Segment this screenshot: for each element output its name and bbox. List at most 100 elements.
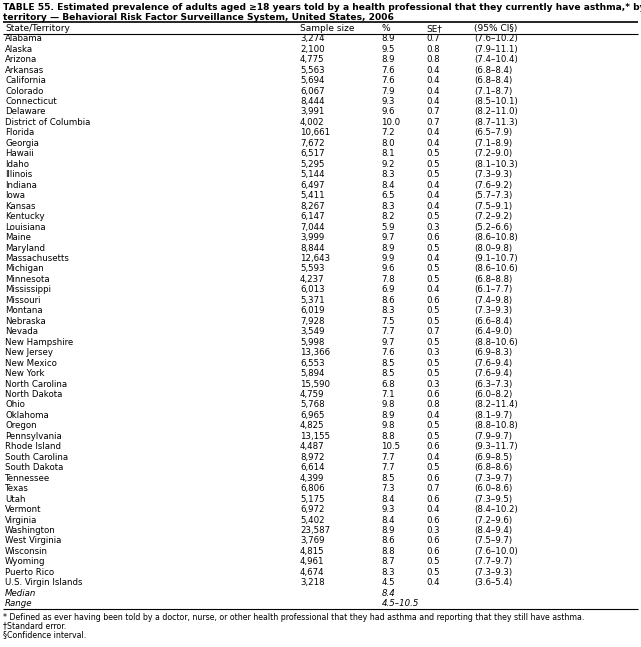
Text: 0.6: 0.6 (426, 516, 440, 525)
Text: 4.5: 4.5 (381, 578, 395, 587)
Text: 9.9: 9.9 (381, 254, 395, 263)
Text: New Mexico: New Mexico (5, 358, 57, 367)
Text: South Dakota: South Dakota (5, 463, 63, 472)
Text: (8.1–10.3): (8.1–10.3) (474, 160, 518, 169)
Text: TABLE 55. Estimated prevalence of adults aged ≥18 years told by a health profess: TABLE 55. Estimated prevalence of adults… (3, 3, 641, 12)
Text: (7.1–8.9): (7.1–8.9) (474, 139, 512, 148)
Text: 0.4: 0.4 (426, 411, 440, 420)
Text: Nebraska: Nebraska (5, 317, 46, 325)
Text: 0.5: 0.5 (426, 568, 440, 577)
Text: 0.5: 0.5 (426, 432, 440, 441)
Text: 5,768: 5,768 (300, 400, 324, 410)
Text: 5,998: 5,998 (300, 338, 324, 347)
Text: 6,019: 6,019 (300, 306, 324, 315)
Text: Utah: Utah (5, 495, 26, 503)
Text: 6,147: 6,147 (300, 212, 324, 221)
Text: (7.9–11.1): (7.9–11.1) (474, 45, 518, 54)
Text: Vermont: Vermont (5, 505, 42, 514)
Text: (7.6–10.0): (7.6–10.0) (474, 547, 518, 556)
Text: (8.4–9.4): (8.4–9.4) (474, 526, 512, 535)
Text: Missouri: Missouri (5, 296, 40, 305)
Text: 2,100: 2,100 (300, 45, 324, 54)
Text: * Defined as ever having been told by a doctor, nurse, or other health professio: * Defined as ever having been told by a … (3, 613, 585, 622)
Text: (7.6–9.4): (7.6–9.4) (474, 358, 512, 367)
Text: U.S. Virgin Islands: U.S. Virgin Islands (5, 578, 83, 587)
Text: 7.6: 7.6 (381, 76, 395, 85)
Text: 6,013: 6,013 (300, 285, 324, 294)
Text: 6,614: 6,614 (300, 463, 324, 472)
Text: (7.2–9.0): (7.2–9.0) (474, 149, 512, 159)
Text: Minnesota: Minnesota (5, 275, 50, 284)
Text: (6.8–8.8): (6.8–8.8) (474, 275, 513, 284)
Text: 0.3: 0.3 (426, 223, 440, 232)
Text: 0.4: 0.4 (426, 128, 440, 137)
Text: State/Territory: State/Territory (5, 24, 70, 33)
Text: 0.4: 0.4 (426, 97, 440, 106)
Text: 7.3: 7.3 (381, 484, 395, 493)
Text: 7.6: 7.6 (381, 65, 395, 74)
Text: Tennessee: Tennessee (5, 474, 51, 483)
Text: Arkansas: Arkansas (5, 65, 44, 74)
Text: Washington: Washington (5, 526, 56, 535)
Text: 3,274: 3,274 (300, 34, 324, 43)
Text: (8.6–10.8): (8.6–10.8) (474, 233, 518, 242)
Text: (8.1–9.7): (8.1–9.7) (474, 411, 512, 420)
Text: 5.9: 5.9 (381, 223, 395, 232)
Text: (8.7–11.3): (8.7–11.3) (474, 118, 518, 127)
Text: 8.4: 8.4 (381, 495, 395, 503)
Text: 6,517: 6,517 (300, 149, 324, 159)
Text: Rhode Island: Rhode Island (5, 443, 61, 452)
Text: (6.9–8.3): (6.9–8.3) (474, 348, 512, 357)
Text: 12,643: 12,643 (300, 254, 330, 263)
Text: 0.5: 0.5 (426, 243, 440, 252)
Text: 0.4: 0.4 (426, 578, 440, 587)
Text: 9.8: 9.8 (381, 421, 395, 430)
Text: 0.5: 0.5 (426, 317, 440, 325)
Text: 0.4: 0.4 (426, 191, 440, 200)
Text: 3,999: 3,999 (300, 233, 324, 242)
Text: 7.2: 7.2 (381, 128, 395, 137)
Text: (7.3–9.3): (7.3–9.3) (474, 568, 512, 577)
Text: 8.9: 8.9 (381, 243, 395, 252)
Text: 7,928: 7,928 (300, 317, 324, 325)
Text: (8.8–10.6): (8.8–10.6) (474, 338, 518, 347)
Text: 5,894: 5,894 (300, 369, 324, 378)
Text: 4,775: 4,775 (300, 55, 324, 64)
Text: 7.7: 7.7 (381, 327, 395, 336)
Text: §Confidence interval.: §Confidence interval. (3, 630, 87, 639)
Text: 6,497: 6,497 (300, 181, 324, 190)
Text: 0.4: 0.4 (426, 453, 440, 462)
Text: 6,806: 6,806 (300, 484, 324, 493)
Text: 0.6: 0.6 (426, 233, 440, 242)
Text: Nevada: Nevada (5, 327, 38, 336)
Text: Mississippi: Mississippi (5, 285, 51, 294)
Text: 0.5: 0.5 (426, 463, 440, 472)
Text: (7.9–9.7): (7.9–9.7) (474, 432, 512, 441)
Text: 0.4: 0.4 (426, 139, 440, 148)
Text: 9.6: 9.6 (381, 107, 395, 116)
Text: 0.7: 0.7 (426, 107, 440, 116)
Text: Iowa: Iowa (5, 191, 25, 200)
Text: (7.3–9.3): (7.3–9.3) (474, 306, 512, 315)
Text: 13,155: 13,155 (300, 432, 330, 441)
Text: (6.8–8.4): (6.8–8.4) (474, 76, 513, 85)
Text: 0.8: 0.8 (426, 45, 440, 54)
Text: 0.6: 0.6 (426, 536, 440, 545)
Text: %: % (381, 24, 390, 33)
Text: (9.1–10.7): (9.1–10.7) (474, 254, 518, 263)
Text: Texas: Texas (5, 484, 29, 493)
Text: 0.7: 0.7 (426, 118, 440, 127)
Text: 5,402: 5,402 (300, 516, 324, 525)
Text: 8.5: 8.5 (381, 474, 395, 483)
Text: 10.0: 10.0 (381, 118, 401, 127)
Text: 7.7: 7.7 (381, 453, 395, 462)
Text: 8.6: 8.6 (381, 296, 395, 305)
Text: Hawaii: Hawaii (5, 149, 34, 159)
Text: (9.3–11.7): (9.3–11.7) (474, 443, 518, 452)
Text: 4,815: 4,815 (300, 547, 324, 556)
Text: (5.2–6.6): (5.2–6.6) (474, 223, 513, 232)
Text: 7,044: 7,044 (300, 223, 324, 232)
Text: 3,218: 3,218 (300, 578, 324, 587)
Text: (95% CI§): (95% CI§) (474, 24, 518, 33)
Text: Delaware: Delaware (5, 107, 46, 116)
